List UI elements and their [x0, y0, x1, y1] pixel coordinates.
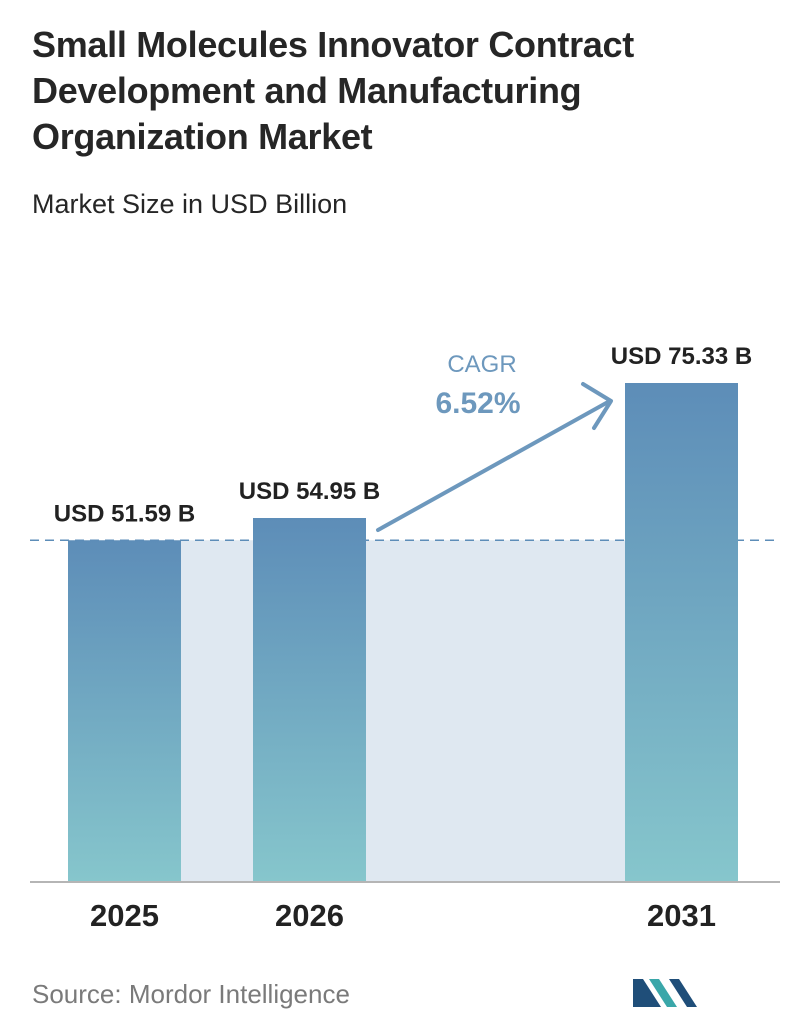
cagr-arrow-head: [581, 382, 613, 430]
logo-middle-shape: [649, 979, 677, 1007]
gap-fill-1: [366, 540, 625, 882]
x-tick-label-2031: 2031: [647, 898, 716, 933]
mordor-intelligence-logo: [633, 979, 697, 1007]
data-label-2031: USD 75.33 B: [611, 343, 752, 370]
labels-layer: USD 51.59 B 2025 USD 54.95 B 2026 USD 75.33 …: [54, 343, 752, 933]
data-label-2025: USD 51.59 B: [54, 500, 195, 527]
chart-title: Small Molecules Innovator Contract Devel…: [32, 24, 634, 157]
cagr-value: 6.52%: [435, 387, 520, 420]
gap-fill-0: [181, 540, 253, 882]
logo-left-shape: [633, 979, 661, 1007]
data-label-2026: USD 54.95 B: [239, 478, 380, 505]
chart-subtitle: Market Size in USD Billion: [32, 189, 348, 219]
bar-2031: [625, 383, 738, 882]
bars-layer: [68, 383, 738, 882]
x-tick-label-2026: 2026: [275, 898, 344, 933]
cagr-arrow-line: [376, 400, 610, 532]
cagr-label: CAGR: [447, 351, 516, 378]
bar-2025: [68, 540, 181, 882]
x-tick-label-2025: 2025: [90, 898, 159, 933]
bar-2026: [253, 518, 366, 882]
logo-right-shape: [669, 979, 697, 1007]
source-note: Source: Mordor Intelligence: [32, 979, 350, 1009]
bar-chart: USD 51.59 B 2025 USD 54.95 B 2026 USD 75.33 …: [30, 343, 780, 933]
gap-fill-layer: [181, 540, 625, 882]
cagr-annotation: CAGR 6.52%: [376, 351, 613, 532]
